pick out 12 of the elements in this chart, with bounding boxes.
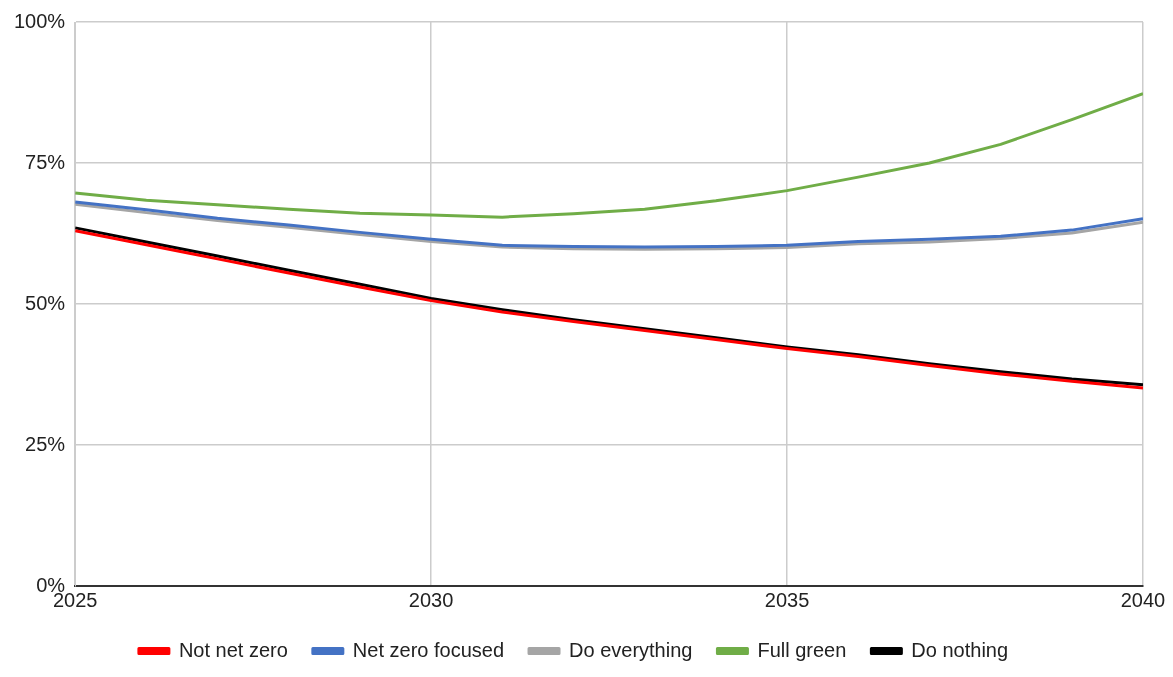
legend-label: Do everything: [569, 638, 693, 661]
x-tick-label: 2040: [1120, 588, 1166, 611]
x-tick-label: 2035: [764, 588, 810, 611]
x-tick-label: 2030: [408, 588, 454, 611]
y-tick-label: 25%: [25, 432, 66, 455]
y-tick-label: 50%: [25, 291, 66, 314]
y-tick-label: 100%: [14, 9, 66, 32]
legend-label: Net zero focused: [352, 638, 505, 661]
y-tick-label: 75%: [25, 150, 66, 173]
legend-label: Not net zero: [178, 638, 288, 661]
legend-label: Do nothing: [911, 638, 1009, 661]
legend-label: Full green: [757, 638, 847, 661]
